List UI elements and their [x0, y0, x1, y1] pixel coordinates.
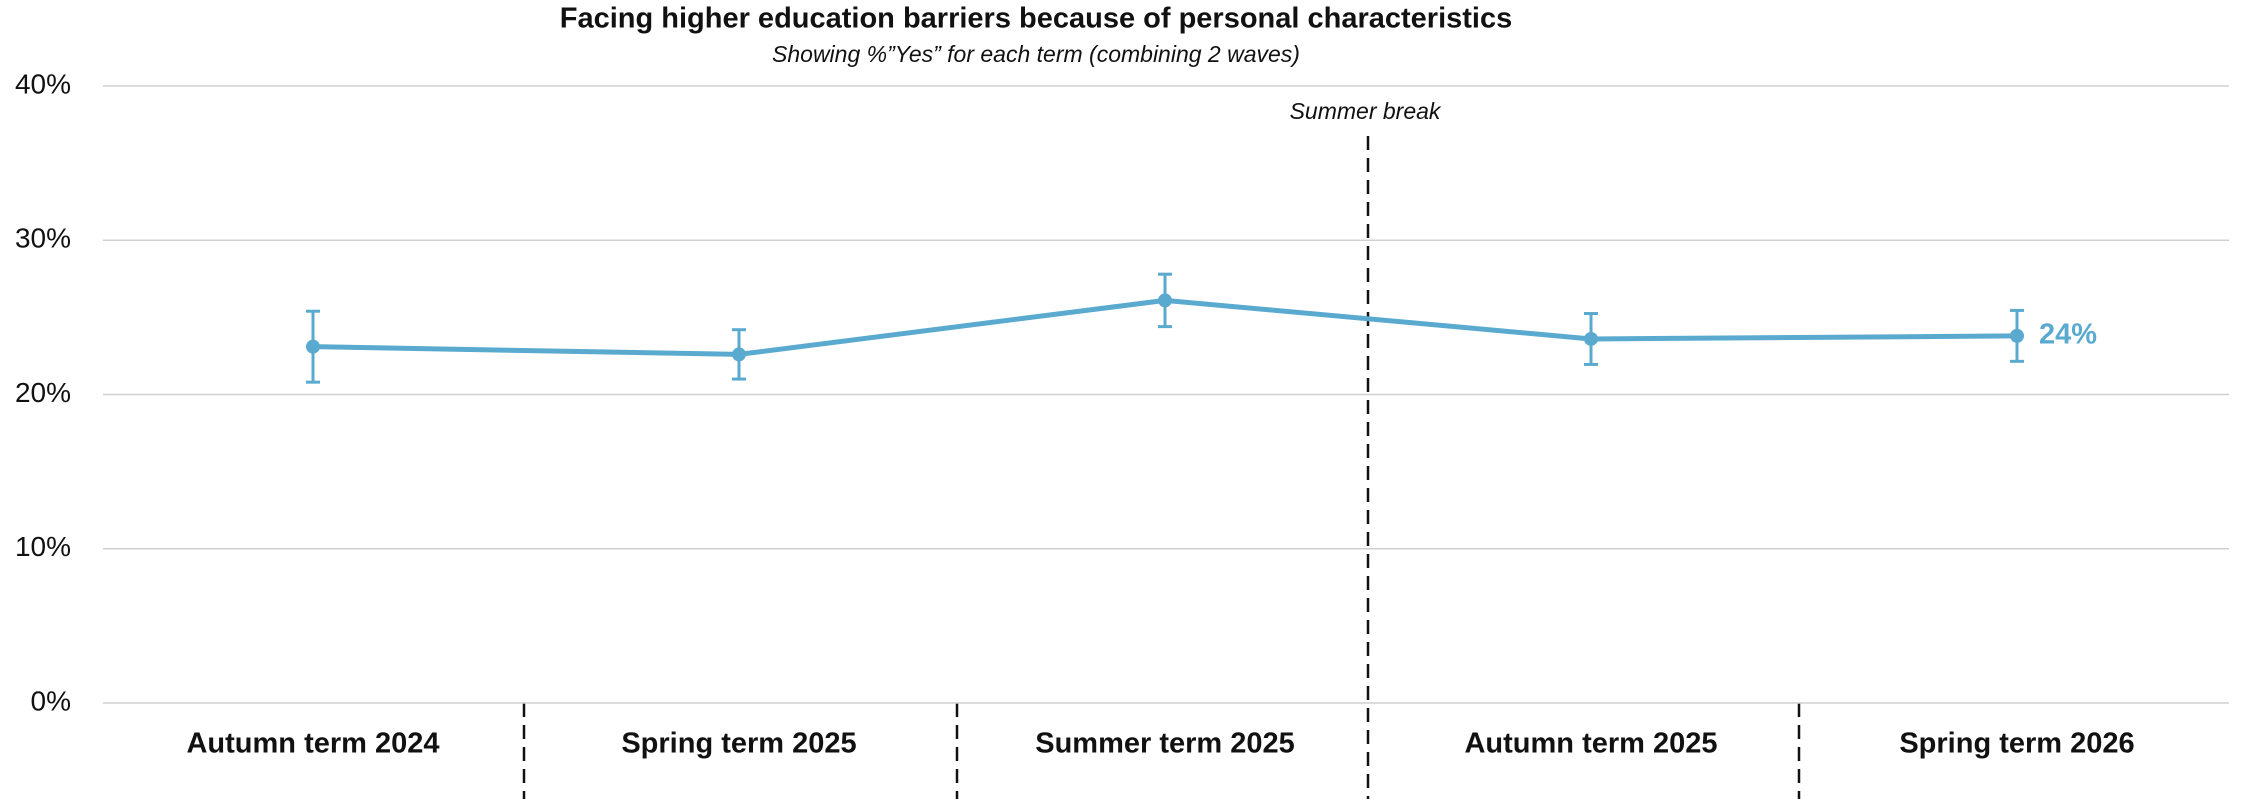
annotation: Summer break [1290, 98, 1442, 124]
y-tick-label: 0% [31, 685, 71, 716]
x-tick-label: Autumn term 2024 [186, 728, 439, 760]
y-tick-label: 20% [15, 377, 71, 408]
point [2010, 328, 2024, 343]
point [732, 347, 746, 362]
x-tick-label: Spring term 2025 [621, 728, 856, 760]
y-tick-label: 30% [15, 223, 71, 254]
data-label: 24% [2039, 319, 2097, 351]
x-tick-label: Summer term 2025 [1035, 728, 1295, 760]
chart-subtitle: Showing %”Yes” for each term (combining … [772, 41, 1300, 67]
point [1584, 331, 1598, 346]
point [306, 339, 320, 354]
point [1158, 293, 1172, 308]
y-tick-label: 10% [15, 531, 71, 562]
chart-title: Facing higher education barriers because… [560, 3, 1513, 35]
x-tick-label: Spring term 2026 [1899, 728, 2134, 760]
y-tick-label: 40% [15, 68, 71, 99]
x-tick-label: Autumn term 2025 [1464, 728, 1717, 760]
